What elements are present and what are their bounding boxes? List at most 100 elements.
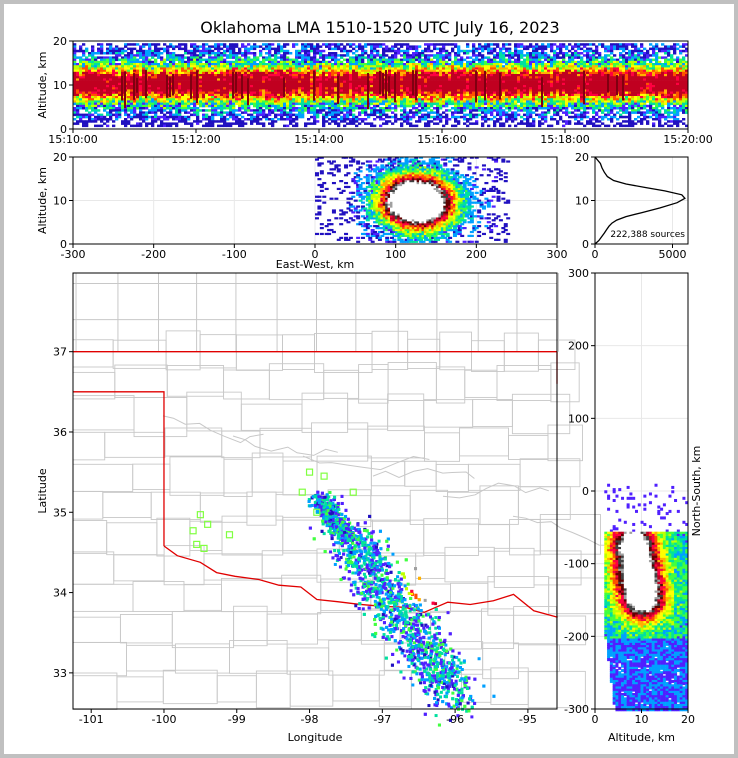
density-cell xyxy=(511,60,515,64)
density-cell xyxy=(238,63,242,66)
density-cell xyxy=(337,71,341,75)
density-cell xyxy=(106,69,110,73)
density-cell xyxy=(334,109,338,112)
density-cell xyxy=(430,100,434,103)
density-cell xyxy=(88,120,92,123)
density-cell xyxy=(196,115,200,119)
density-cell xyxy=(421,113,425,117)
density-cell xyxy=(166,65,170,68)
density-cell xyxy=(499,107,503,110)
density-cell xyxy=(322,89,326,92)
density-cell xyxy=(457,63,461,66)
density-cell xyxy=(202,104,206,108)
density-cell xyxy=(445,100,449,103)
density-cell xyxy=(112,56,116,59)
density-cell xyxy=(238,52,242,55)
density-cell xyxy=(316,113,320,117)
density-cell xyxy=(274,47,278,51)
density-cell xyxy=(295,56,299,59)
density-cell xyxy=(379,43,383,46)
density-cell xyxy=(478,113,482,117)
density-cell xyxy=(442,76,446,79)
density-cell xyxy=(493,96,497,99)
density-cell xyxy=(160,80,164,84)
density-cell xyxy=(502,45,506,48)
density-cell xyxy=(151,74,155,77)
density-cell xyxy=(100,63,104,66)
density-cell xyxy=(241,45,245,48)
density-cell xyxy=(421,98,425,101)
density-cell xyxy=(244,65,248,68)
density-cell xyxy=(532,76,536,79)
density-cell xyxy=(160,107,164,110)
density-cell xyxy=(271,100,275,103)
density-cell xyxy=(190,63,194,66)
density-cell xyxy=(454,76,458,79)
density-cell xyxy=(406,93,410,97)
density-cell xyxy=(394,118,398,121)
density-cell xyxy=(502,124,506,128)
density-cell xyxy=(412,115,416,119)
density-cell xyxy=(223,124,227,128)
density-cell xyxy=(106,107,110,110)
density-cell xyxy=(313,109,317,112)
density-cell xyxy=(79,71,83,75)
density-cell xyxy=(178,74,182,77)
density-cell xyxy=(229,78,233,81)
density-cell xyxy=(295,80,299,84)
density-cell xyxy=(115,100,119,103)
density-cell xyxy=(397,118,401,121)
density-cell xyxy=(505,49,509,53)
density-cell xyxy=(238,100,242,103)
density-cell xyxy=(214,76,218,79)
density-cell xyxy=(526,65,530,68)
density-cell xyxy=(328,96,332,99)
density-cell xyxy=(358,65,362,68)
density-cell xyxy=(103,100,107,103)
density-cell xyxy=(364,111,368,114)
density-cell xyxy=(262,104,266,108)
density-cell xyxy=(163,113,167,117)
density-cell xyxy=(154,96,158,99)
density-cell xyxy=(160,91,164,95)
density-cell xyxy=(415,120,419,123)
density-cell xyxy=(142,67,146,70)
density-cell xyxy=(406,69,410,73)
density-cell xyxy=(421,91,425,95)
density-cell xyxy=(127,63,131,66)
density-cell xyxy=(220,98,224,101)
density-cell xyxy=(325,98,329,101)
density-cell xyxy=(265,82,269,86)
density-cell xyxy=(265,67,269,70)
density-cell xyxy=(523,93,527,97)
density-cell xyxy=(250,63,254,66)
density-cell xyxy=(304,69,308,73)
density-cell xyxy=(397,100,401,103)
density-cell xyxy=(208,122,212,125)
density-cell xyxy=(199,104,203,108)
density-cell xyxy=(328,93,332,97)
density-cell xyxy=(373,82,377,86)
density-cell xyxy=(304,54,308,57)
density-cell xyxy=(481,93,485,97)
density-cell xyxy=(136,52,140,55)
density-cell xyxy=(349,58,353,62)
density-cell xyxy=(148,89,152,92)
density-cell xyxy=(151,71,155,75)
density-cell xyxy=(466,67,470,70)
density-cell xyxy=(445,43,449,46)
density-cell xyxy=(298,115,302,119)
density-cell xyxy=(217,120,221,123)
density-cell xyxy=(364,56,368,59)
density-cell xyxy=(427,71,431,75)
density-cell xyxy=(301,47,305,51)
density-cell xyxy=(178,78,182,81)
density-cell xyxy=(346,85,350,88)
density-cell xyxy=(178,56,182,59)
density-cell xyxy=(355,49,359,53)
density-cell xyxy=(286,63,290,66)
density-cell xyxy=(337,122,341,125)
density-cell xyxy=(529,107,533,110)
density-cell xyxy=(469,93,473,97)
density-cell xyxy=(211,100,215,103)
